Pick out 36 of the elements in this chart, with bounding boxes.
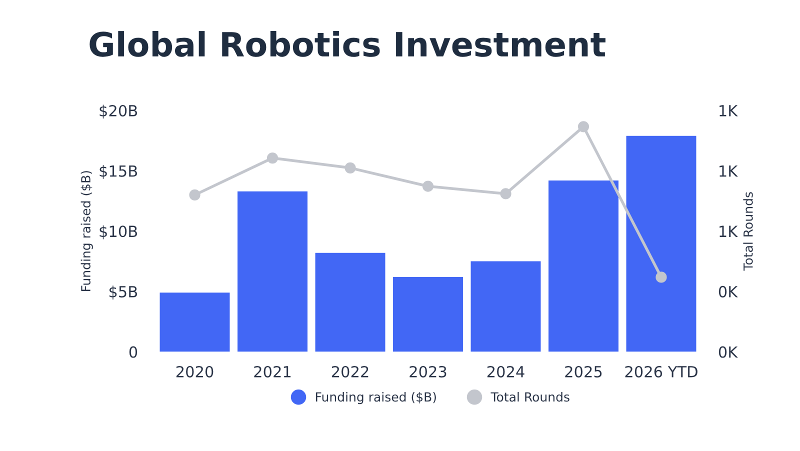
y2-tick-label: 1K <box>720 105 738 116</box>
bar <box>626 136 696 352</box>
y2-axis-title: Total Rounds <box>743 192 753 271</box>
y2-tick-label: 1K <box>720 226 738 237</box>
y-tick-label: $5B <box>109 286 138 300</box>
y2-tick-label: 0K <box>718 346 738 358</box>
legend-label: Total Rounds <box>490 392 570 402</box>
bar <box>393 276 463 352</box>
y-tick-label: 0 <box>129 346 138 358</box>
bar <box>315 252 386 352</box>
x-tick-label: 2024 <box>487 366 524 378</box>
point <box>656 272 667 283</box>
y-tick-label: $10B <box>100 225 138 240</box>
x-tick-label: 2023 <box>410 366 446 378</box>
bar <box>238 191 308 352</box>
chart-title: Global Robotics Investment <box>90 31 606 57</box>
y2-tick-label: 1K <box>720 165 738 177</box>
y-axis-title: Funding raised ($B) <box>80 171 93 292</box>
x-tick-label: 2021 <box>254 366 291 378</box>
x-tick-label: 2020 <box>176 366 214 378</box>
y2-tick-label: 0K <box>718 286 738 298</box>
legend-label: Funding raised ($B) <box>316 392 436 404</box>
point <box>578 121 590 132</box>
bar <box>160 292 230 352</box>
point <box>266 152 278 164</box>
point <box>189 189 200 200</box>
x-tick-label: 2026 YTD <box>625 366 698 378</box>
point <box>344 162 356 174</box>
point <box>422 180 434 192</box>
bar <box>470 261 541 352</box>
bar <box>548 180 618 352</box>
y-tick-label: $20B <box>100 104 138 119</box>
x-tick-label: 2025 <box>565 366 602 378</box>
y-tick-label: $15B <box>100 165 138 179</box>
x-tick-label: 2022 <box>332 366 368 378</box>
point <box>500 188 512 200</box>
